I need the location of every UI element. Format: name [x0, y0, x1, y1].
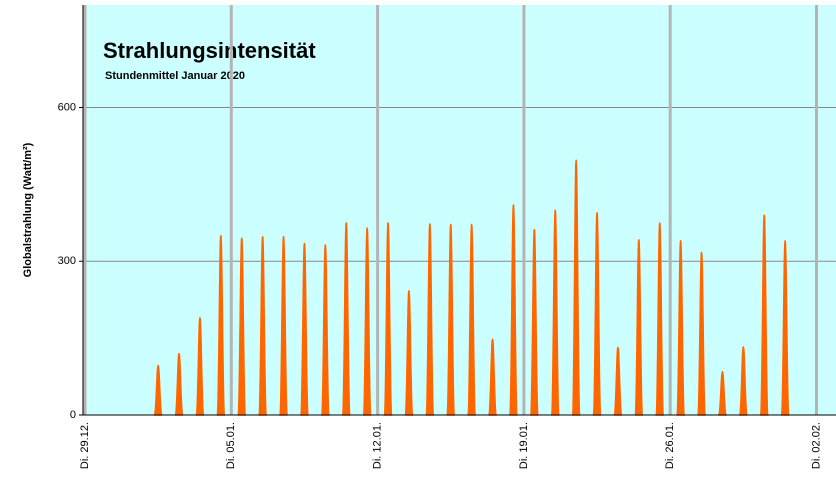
daily-area	[529, 228, 540, 416]
daily-area	[299, 242, 310, 416]
y-tick-label: 0	[70, 409, 76, 421]
daily-area	[696, 251, 707, 416]
daily-area	[215, 234, 226, 416]
plot-area	[83, 5, 836, 415]
daily-area	[738, 346, 749, 416]
daily-area	[278, 235, 289, 416]
chart-subtitle: Stundenmittel Januar 2020	[105, 70, 245, 82]
daily-area	[320, 244, 331, 416]
x-tick-label: Di. 02.02.	[810, 422, 822, 469]
daily-area	[508, 204, 519, 416]
daily-area	[424, 223, 435, 416]
y-axis-label: Globalstrahlung (Watt/m²)	[22, 142, 34, 277]
daily-area	[195, 316, 205, 416]
y-tick-label: 300	[58, 255, 76, 267]
daily-area	[654, 222, 665, 416]
daily-area	[236, 237, 247, 416]
daily-area	[466, 223, 477, 416]
daily-area	[613, 346, 623, 416]
daily-area	[633, 238, 644, 416]
x-tick-label: Di. 19.01.	[518, 422, 530, 469]
x-tick-label: Di. 12.01.	[372, 422, 384, 469]
daily-area	[257, 235, 268, 416]
daily-area	[780, 239, 791, 416]
x-tick-label: Di. 26.01.	[664, 422, 676, 469]
x-tick-label: Di. 05.01.	[225, 422, 237, 469]
daily-area	[675, 239, 686, 416]
daily-area	[550, 209, 561, 416]
x-tick-label: Di. 29.12.	[79, 422, 91, 469]
chart-title: Strahlungsintensität	[103, 38, 316, 63]
daily-area	[341, 222, 352, 416]
daily-area	[487, 338, 498, 416]
daily-area	[383, 222, 393, 416]
daily-area	[174, 352, 184, 416]
daily-area	[571, 159, 582, 416]
daily-area	[445, 223, 456, 416]
daily-area	[404, 289, 414, 416]
daily-area	[153, 364, 164, 416]
daily-area	[592, 211, 602, 416]
daily-area	[717, 370, 728, 416]
daily-area	[759, 214, 770, 416]
y-tick-label: 600	[58, 101, 76, 113]
daily-area	[362, 227, 373, 416]
